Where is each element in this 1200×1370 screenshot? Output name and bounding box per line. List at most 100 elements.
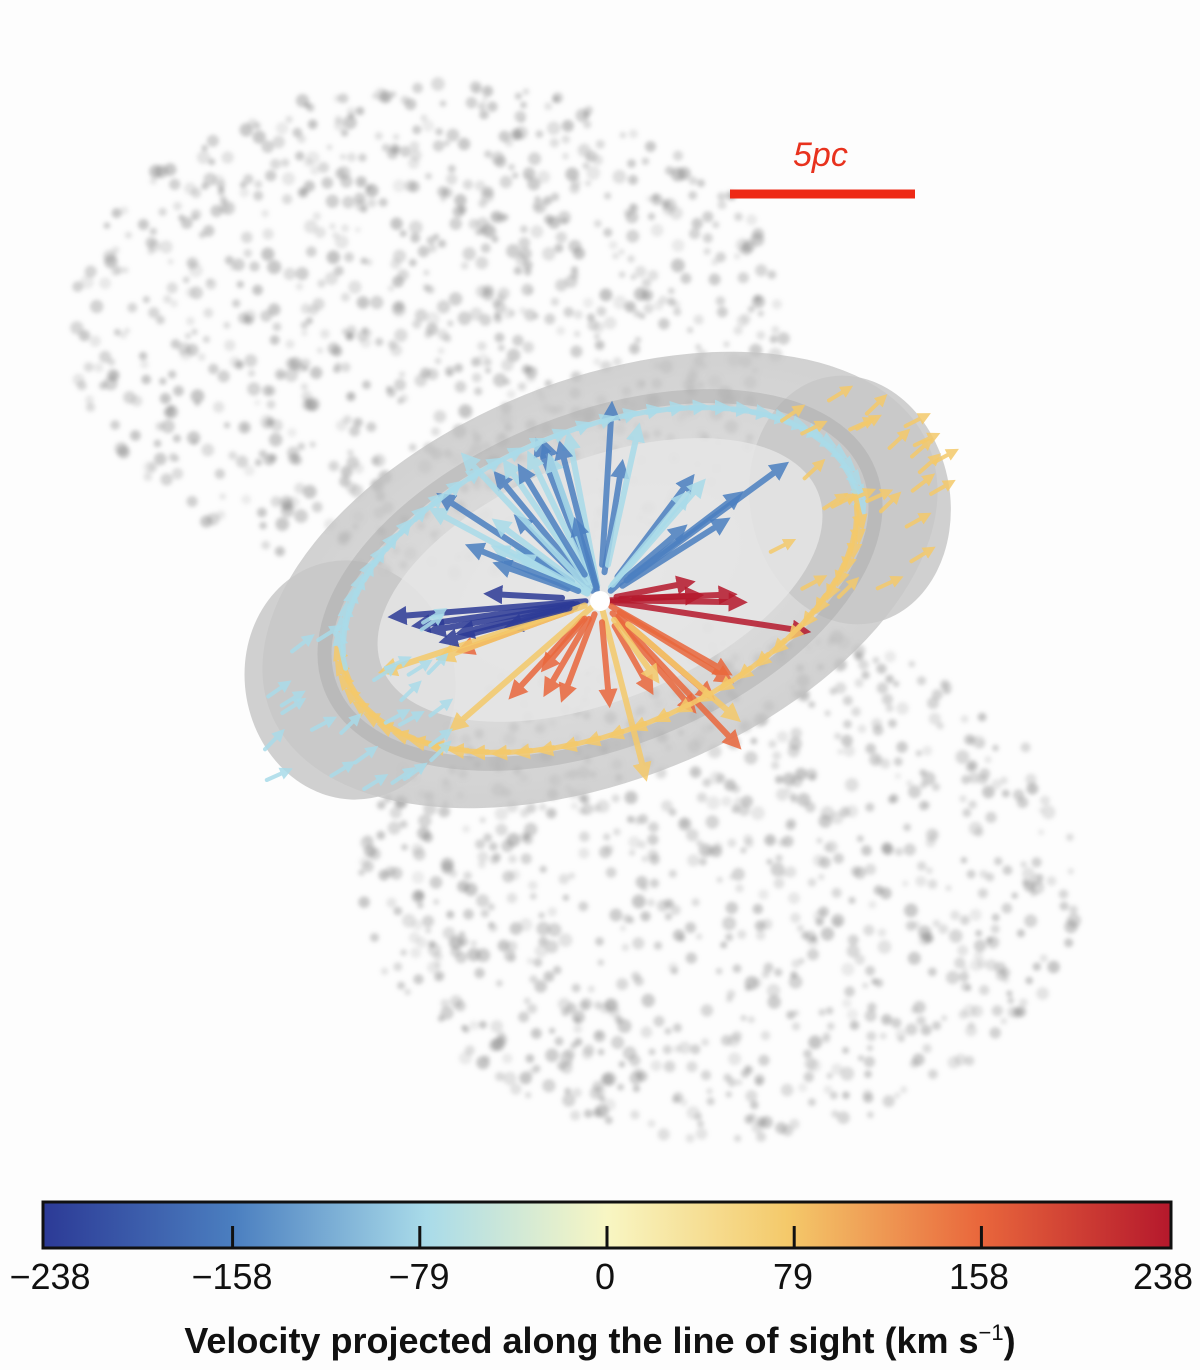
- gas-particle: [894, 772, 902, 780]
- gas-particle: [604, 998, 617, 1011]
- gas-particle: [239, 181, 247, 189]
- gas-particle: [771, 325, 780, 335]
- gas-particle: [314, 226, 326, 239]
- gas-particle: [479, 110, 489, 120]
- gas-particle: [572, 1087, 582, 1098]
- gas-particle: [468, 218, 480, 230]
- gas-particle: [537, 170, 551, 184]
- gas-particle: [1066, 833, 1074, 842]
- gas-particle: [661, 800, 673, 812]
- gas-particle: [173, 455, 180, 462]
- gas-particle: [294, 482, 306, 494]
- gas-particle: [558, 873, 570, 885]
- gas-particle: [845, 778, 859, 792]
- gas-particle: [287, 428, 297, 438]
- velocity-arrow: [822, 492, 849, 511]
- gas-particle: [348, 392, 355, 400]
- gas-particle: [630, 274, 637, 280]
- gas-particle: [908, 785, 921, 799]
- gas-particle: [411, 871, 425, 884]
- gas-particle: [662, 1044, 673, 1055]
- gas-particle: [962, 808, 972, 818]
- gas-particle: [968, 772, 981, 784]
- gas-particle: [374, 87, 388, 101]
- gas-particle: [300, 321, 309, 330]
- gas-particle: [1000, 1017, 1008, 1025]
- gas-particle: [708, 273, 721, 286]
- gas-particle: [173, 201, 182, 211]
- velocity-arrow: [608, 603, 733, 676]
- gas-particle: [565, 167, 579, 182]
- gas-particle: [252, 284, 263, 296]
- gas-particle: [475, 256, 489, 270]
- gas-particle: [893, 757, 903, 766]
- gas-particle: [236, 280, 244, 289]
- gas-particle: [782, 835, 794, 847]
- gas-particle: [148, 307, 160, 319]
- gas-particle: [130, 430, 141, 441]
- gas-particle: [425, 172, 432, 180]
- gas-particle: [392, 275, 404, 288]
- gas-particle: [445, 369, 453, 377]
- gas-particle: [520, 853, 532, 865]
- gas-particle: [724, 779, 736, 791]
- gas-particle: [585, 180, 592, 187]
- gas-particle: [752, 977, 763, 988]
- gas-particle: [1046, 876, 1057, 886]
- gas-particle: [324, 271, 339, 286]
- gas-particle: [493, 314, 503, 324]
- gas-particle: [791, 959, 801, 969]
- gas-particle: [722, 916, 737, 931]
- gas-particle: [865, 743, 876, 754]
- gas-particle: [611, 794, 620, 803]
- gas-particle: [390, 258, 401, 270]
- gas-particle: [529, 892, 537, 900]
- gas-particle: [190, 389, 205, 404]
- gas-particle: [333, 266, 344, 276]
- gas-particle: [866, 1044, 874, 1052]
- gas-particle: [261, 209, 269, 218]
- gas-particle: [536, 921, 551, 936]
- gas-particle: [604, 192, 612, 200]
- gas-particle: [958, 1009, 968, 1020]
- gas-particle: [775, 775, 784, 784]
- gas-particle: [818, 873, 825, 881]
- gas-particle: [696, 839, 704, 847]
- gas-particle: [808, 1035, 822, 1050]
- gas-particle: [477, 102, 486, 111]
- gas-particle: [738, 804, 750, 817]
- gas-particle: [443, 334, 452, 343]
- gas-particle: [238, 421, 251, 434]
- gas-particle: [389, 91, 397, 98]
- gas-particle: [690, 1044, 701, 1055]
- gas-particle: [149, 227, 158, 236]
- gas-particle: [841, 962, 855, 976]
- gas-particle: [217, 189, 225, 197]
- gas-particle: [508, 163, 515, 171]
- gas-particle: [471, 372, 482, 383]
- gas-particle: [570, 802, 578, 810]
- gas-particle: [715, 296, 726, 306]
- gas-particle: [831, 913, 845, 927]
- gas-particle: [864, 1010, 877, 1022]
- gas-particle: [979, 768, 991, 780]
- gas-particle: [532, 199, 547, 214]
- gas-particle: [833, 853, 844, 864]
- velocity-arrow: [426, 652, 449, 675]
- gas-particle: [519, 1071, 532, 1085]
- gas-particle: [702, 211, 714, 223]
- gas-particle: [573, 247, 585, 260]
- gas-particle: [834, 682, 847, 694]
- gas-particle: [411, 890, 425, 903]
- gas-particle: [563, 307, 574, 318]
- gas-particle: [504, 950, 516, 962]
- gas-particle: [434, 961, 442, 969]
- gas-particle: [747, 305, 755, 313]
- gas-particle: [879, 758, 891, 769]
- gas-particle: [334, 362, 342, 369]
- gas-particle: [634, 976, 644, 987]
- gas-particle: [831, 1110, 839, 1118]
- gas-particle: [534, 195, 541, 202]
- velocity-arrow: [540, 615, 588, 673]
- gas-particle: [203, 307, 214, 318]
